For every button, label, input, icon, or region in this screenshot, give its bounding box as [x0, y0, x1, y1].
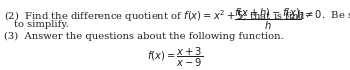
Text: (3)  Answer the questions about the following function.: (3) Answer the questions about the follo…: [4, 32, 284, 41]
Text: $\dfrac{f(x+h)-f(x)}{h}$: $\dfrac{f(x+h)-f(x)}{h}$: [234, 7, 301, 32]
Text: (2)  Find the difference quotient of $f(x) = x^2 + 5$; that is find: (2) Find the difference quotient of $f(x…: [4, 8, 306, 24]
Text: to simplify.: to simplify.: [14, 20, 69, 29]
Text: $f(x) = \dfrac{x+3}{x-9}$: $f(x) = \dfrac{x+3}{x-9}$: [147, 46, 203, 69]
Text: , $h \neq 0$.  Be sure: , $h \neq 0$. Be sure: [290, 8, 350, 21]
